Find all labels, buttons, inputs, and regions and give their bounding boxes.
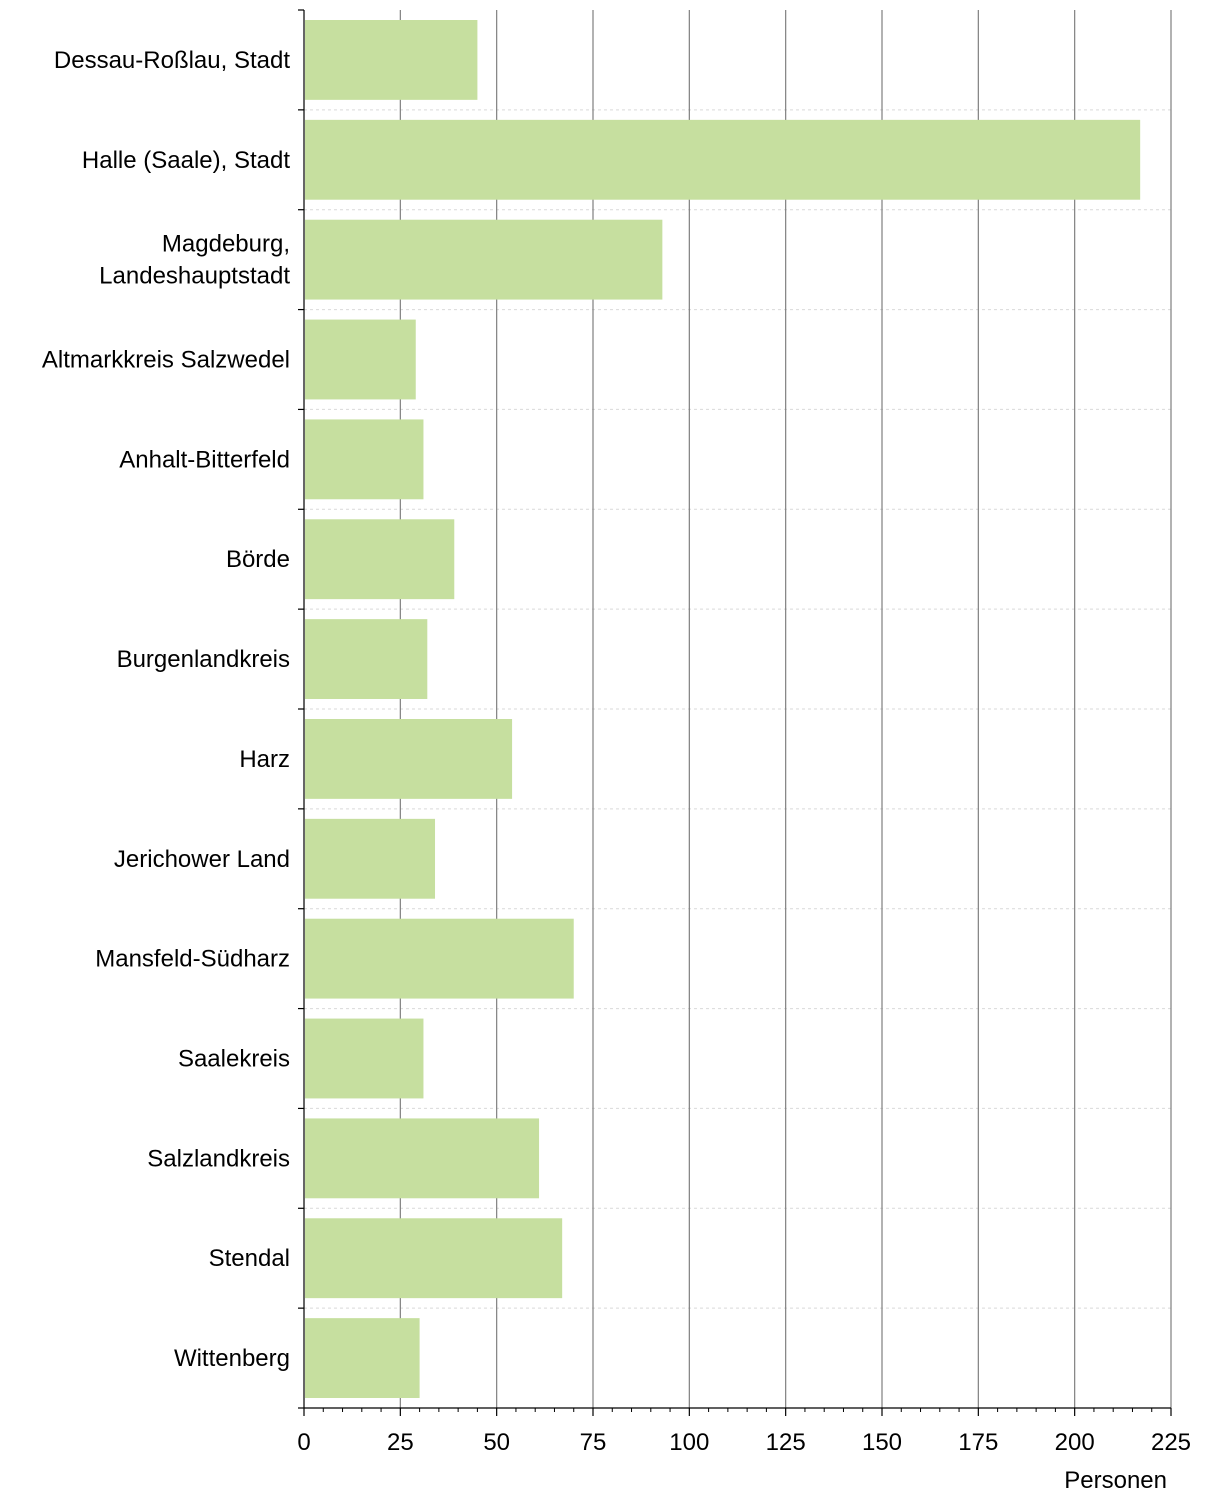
category-label-line: Landeshauptstadt: [99, 263, 290, 290]
category-separators: [304, 109, 1171, 1309]
bar: [305, 719, 513, 799]
category-label: Harz: [239, 746, 290, 773]
x-tick-label: 125: [766, 1429, 806, 1456]
category-label-line: Burgenlandkreis: [117, 646, 290, 673]
bar: [305, 619, 428, 699]
x-tick-labels: 0 25 50 75 100 125 150 175 200 225: [297, 1429, 1191, 1456]
bar: [305, 1018, 424, 1099]
category-label-line: Saalekreis: [178, 1046, 290, 1073]
bar: [305, 519, 455, 600]
category-label: Börde: [226, 546, 290, 573]
x-tick-label: 150: [862, 1429, 902, 1456]
bar: [305, 20, 478, 100]
category-label-line: Altmarkkreis Salzwedel: [42, 347, 290, 374]
x-tick-label: 225: [1151, 1429, 1191, 1456]
bar: [305, 319, 416, 400]
bar: [305, 119, 1141, 200]
bar: [305, 419, 424, 500]
category-label-line: Wittenberg: [174, 1345, 290, 1372]
x-axis-title: Personen: [1064, 1467, 1167, 1492]
category-label: Wittenberg: [174, 1345, 290, 1372]
category-label: Saalekreis: [178, 1046, 290, 1073]
bar: [305, 1218, 563, 1299]
category-label: Magdeburg, Landeshauptstadt: [99, 231, 290, 290]
category-label: Stendal: [209, 1245, 290, 1272]
category-label: Salzlandkreis: [147, 1145, 290, 1172]
category-label-line: Börde: [226, 546, 290, 573]
category-label-line: Jerichower Land: [114, 846, 290, 873]
category-label-line: Halle (Saale), Stadt: [82, 147, 290, 174]
x-tick-label: 100: [669, 1429, 709, 1456]
bar: [305, 918, 574, 999]
axes: [298, 9, 1172, 1416]
category-labels: Dessau-Roßlau, Stadt Halle (Saale), Stadt…: [42, 47, 290, 1372]
category-label-line: Dessau-Roßlau, Stadt: [54, 47, 290, 74]
category-label: Altmarkkreis Salzwedel: [42, 347, 290, 374]
bar: [305, 818, 436, 899]
x-tick-label: 175: [958, 1429, 998, 1456]
category-label: Halle (Saale), Stadt: [82, 147, 290, 174]
category-label-line: Stendal: [209, 1245, 290, 1272]
bar: [305, 1318, 420, 1398]
bar: [305, 219, 663, 300]
category-label: Burgenlandkreis: [117, 646, 290, 673]
category-label: Dessau-Roßlau, Stadt: [54, 47, 290, 74]
x-tick-label: 200: [1055, 1429, 1095, 1456]
category-label: Anhalt-Bitterfeld: [119, 446, 290, 473]
x-tick-label: 50: [483, 1429, 510, 1456]
category-label: Mansfeld-Südharz: [95, 946, 290, 973]
category-label-line: Mansfeld-Südharz: [95, 946, 290, 973]
category-label-line: Salzlandkreis: [147, 1145, 290, 1172]
bar: [305, 1118, 540, 1199]
category-label-line: Anhalt-Bitterfeld: [119, 446, 290, 473]
category-label: Jerichower Land: [114, 846, 290, 873]
x-tick-label: 0: [297, 1429, 310, 1456]
x-tick-label: 25: [387, 1429, 414, 1456]
category-label-line: Magdeburg,: [162, 231, 290, 258]
x-tick-label: 75: [580, 1429, 607, 1456]
category-label-line: Harz: [239, 746, 290, 773]
bars: [305, 20, 1141, 1398]
